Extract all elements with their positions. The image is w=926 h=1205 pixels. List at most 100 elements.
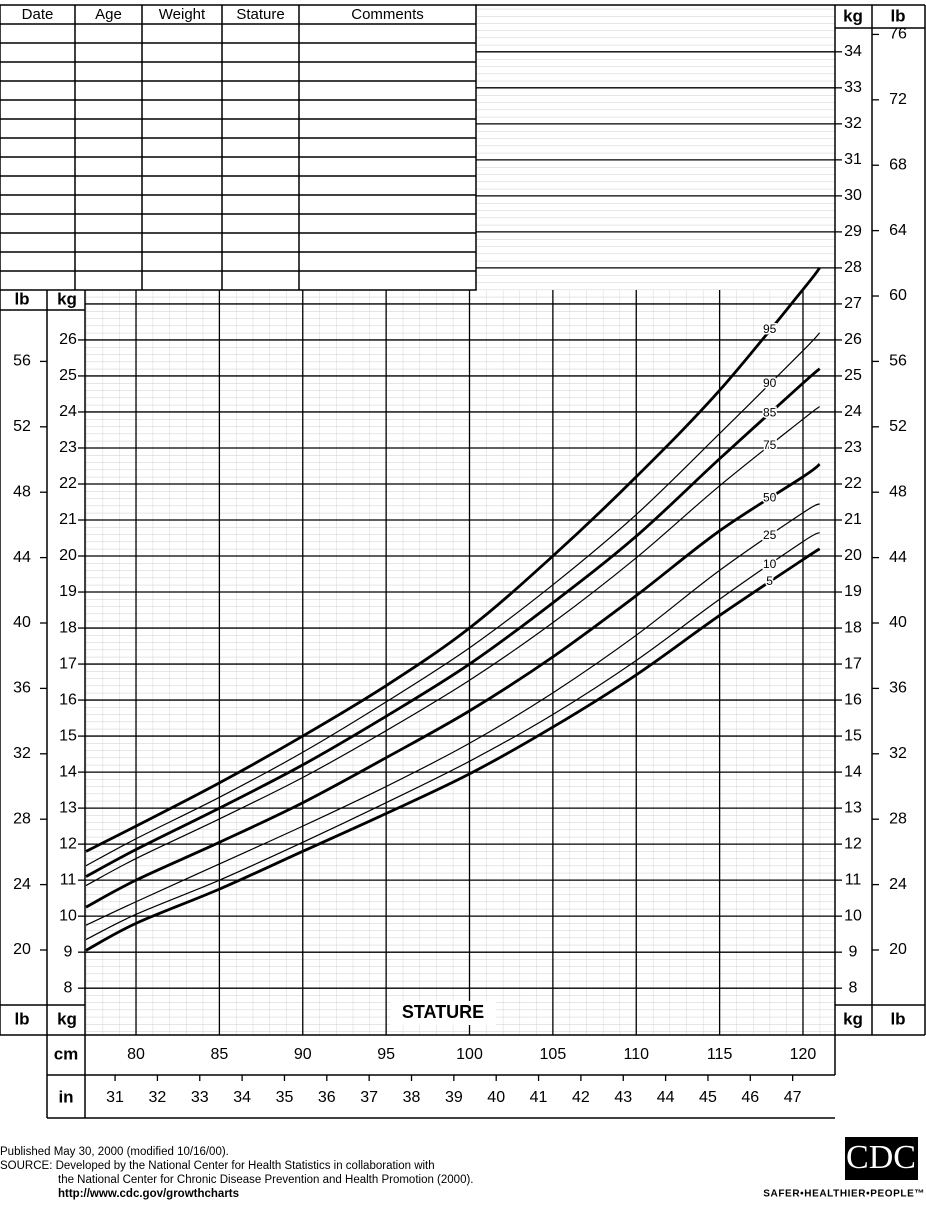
y2-tick-label: 24 <box>13 876 31 893</box>
y-tick-label: 13 <box>844 799 862 816</box>
y2-tick-label: 32 <box>13 745 31 762</box>
y-tick-label: 10 <box>844 907 862 924</box>
x-tick-label: 80 <box>127 1046 145 1063</box>
y-tick-label: 19 <box>844 583 862 600</box>
table-header: Date <box>22 6 54 23</box>
percentile-curve <box>85 367 821 878</box>
y2-tick-label: 36 <box>13 680 31 697</box>
axis-unit: in <box>58 1087 73 1106</box>
y2-tick-label: 24 <box>889 876 907 893</box>
x2-tick-label: 46 <box>741 1089 759 1106</box>
label-bg <box>390 1001 496 1025</box>
x-tick-label: 115 <box>707 1046 733 1063</box>
y2-tick-label: 52 <box>13 418 31 435</box>
percentile-curve <box>85 267 821 853</box>
y-tick-label: 15 <box>844 727 862 744</box>
axis-unit: lb <box>14 1009 29 1028</box>
y2-tick-label: 40 <box>13 614 31 631</box>
curve-label: 85 <box>763 406 777 420</box>
y-tick-label: 23 <box>59 439 77 456</box>
y-tick-label: 14 <box>59 763 77 780</box>
y-tick-label: 30 <box>844 187 862 204</box>
axis-unit: kg <box>843 1009 863 1028</box>
x2-tick-label: 31 <box>106 1089 124 1106</box>
curve-label: 90 <box>763 376 777 390</box>
y2-tick-label: 68 <box>889 156 907 173</box>
y-tick-label: 26 <box>59 331 77 348</box>
y-tick-label: 28 <box>844 259 862 276</box>
x-tick-label: 110 <box>623 1046 649 1063</box>
x2-tick-label: 37 <box>360 1089 378 1106</box>
y-tick-label: 14 <box>844 763 862 780</box>
x2-tick-label: 45 <box>699 1089 717 1106</box>
y2-tick-label: 48 <box>889 483 907 500</box>
y-tick-label: 34 <box>844 43 862 60</box>
y-tick-label: 15 <box>59 727 77 744</box>
table-header: Stature <box>236 6 284 23</box>
minor-grid <box>85 290 835 1035</box>
y2-tick-label: 56 <box>889 353 907 370</box>
x2-tick-label: 33 <box>191 1089 209 1106</box>
y2-tick-label: 44 <box>889 549 907 566</box>
y-tick-label: 27 <box>844 295 862 312</box>
curve-label: 10 <box>763 557 777 571</box>
axis-unit: kg <box>843 6 863 25</box>
y-tick-label: 31 <box>844 151 862 168</box>
y-tick-label: 25 <box>59 367 77 384</box>
y2-tick-label: 36 <box>889 680 907 697</box>
percentile-curve <box>85 332 821 867</box>
y2-tick-label: 48 <box>13 483 31 500</box>
y2-tick-label: 20 <box>13 941 31 958</box>
logo: CDC <box>846 1139 916 1176</box>
curve-label: 95 <box>763 322 777 336</box>
y2-tick-label: 44 <box>13 549 31 566</box>
y-tick-label: 24 <box>59 403 77 420</box>
x-tick-label: 85 <box>210 1046 228 1063</box>
y-tick-label: 16 <box>844 691 862 708</box>
minor-grid <box>476 5 835 290</box>
footer-url: http://www.cdc.gov/growthcharts <box>58 1188 239 1200</box>
x2-tick-label: 40 <box>487 1089 505 1106</box>
y2-tick-label: 64 <box>889 222 907 239</box>
y-tick-label: 29 <box>844 223 862 240</box>
y-tick-label: 19 <box>59 583 77 600</box>
y-tick-label: 9 <box>849 943 858 960</box>
curve-label: 75 <box>763 438 777 452</box>
y-tick-label: 23 <box>844 439 862 456</box>
x2-tick-label: 38 <box>403 1089 421 1106</box>
y-tick-label: 12 <box>59 835 77 852</box>
y-tick-label: 13 <box>59 799 77 816</box>
y-tick-label: 17 <box>844 655 862 672</box>
y-tick-label: 10 <box>59 907 77 924</box>
x2-tick-label: 47 <box>784 1089 802 1106</box>
x2-tick-label: 32 <box>149 1089 167 1106</box>
table-header: Age <box>95 6 122 23</box>
x-tick-label: 105 <box>540 1046 567 1063</box>
y-tick-label: 24 <box>844 403 862 420</box>
y-tick-label: 12 <box>844 835 862 852</box>
x2-tick-label: 44 <box>657 1089 675 1106</box>
x2-tick-label: 34 <box>233 1089 251 1106</box>
curve-label: 5 <box>766 574 773 588</box>
y-tick-label: 16 <box>59 691 77 708</box>
x-tick-label: 120 <box>790 1046 817 1063</box>
y-tick-label: 22 <box>844 475 862 492</box>
axis-unit: kg <box>57 1009 77 1028</box>
x-tick-label: 100 <box>456 1046 483 1063</box>
axis-unit: lb <box>890 6 905 25</box>
x2-tick-label: 36 <box>318 1089 336 1106</box>
y-tick-label: 11 <box>845 871 862 888</box>
y-tick-label: 17 <box>59 655 77 672</box>
y-tick-label: 21 <box>59 511 77 528</box>
x-tick-label: 90 <box>294 1046 312 1063</box>
y-tick-label: 18 <box>844 619 862 636</box>
y-tick-label: 8 <box>849 979 858 996</box>
y-tick-label: 32 <box>844 115 862 132</box>
y-tick-label: 18 <box>59 619 77 636</box>
percentile-curve <box>85 547 821 952</box>
x-tick-label: 95 <box>377 1046 395 1063</box>
footer-line: Published May 30, 2000 (modified 10/16/0… <box>0 1146 229 1158</box>
curves <box>85 267 821 952</box>
